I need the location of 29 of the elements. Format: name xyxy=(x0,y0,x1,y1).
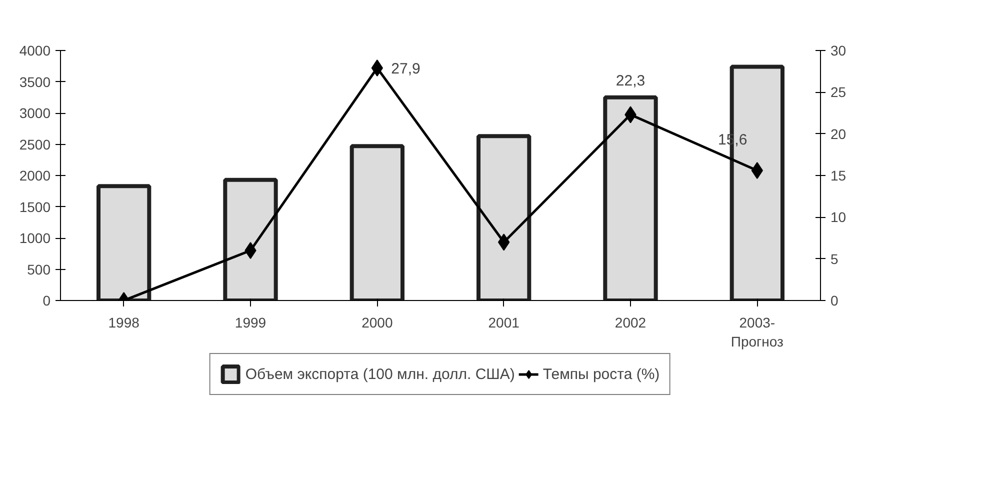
x-tick-label: 1998 xyxy=(108,314,140,330)
x-tick-label: 2000 xyxy=(362,314,393,330)
y2-tick-label: 10 xyxy=(830,209,846,226)
data-label: 27,9 xyxy=(391,60,420,78)
y-tick-label: 3500 xyxy=(19,74,51,90)
x-tick-label: 2003- Прогноз xyxy=(730,314,784,350)
x-tick-label: 1999 xyxy=(234,314,266,330)
y-tick-label: 1000 xyxy=(19,230,51,246)
legend-label: Объем экспорта (100 млн. долл. США) xyxy=(245,366,515,382)
legend-label: Темпы роста (%) xyxy=(542,366,660,382)
y-tick-label: 1500 xyxy=(19,198,51,215)
y2-tick-label: 15 xyxy=(830,168,846,184)
y-tick-label: 2000 xyxy=(19,168,51,184)
y-tick-label: 500 xyxy=(27,261,51,278)
point xyxy=(751,162,763,179)
data-label: 22,3 xyxy=(616,72,646,90)
y-tick-label: 2500 xyxy=(19,136,51,152)
x-tick-label: 2002 xyxy=(614,314,646,330)
y2-tick-label: 25 xyxy=(830,84,846,100)
y-tick-label: 4000 xyxy=(19,42,51,58)
point xyxy=(371,60,383,76)
y2-tick-label: 30 xyxy=(830,42,846,58)
point xyxy=(244,242,256,259)
y2-tick-label: 0 xyxy=(830,292,838,308)
y-tick-label: 3000 xyxy=(19,105,51,121)
x-tick-label: 2001 xyxy=(488,314,520,330)
y2-tick-label: 20 xyxy=(830,126,846,142)
y2-tick-label: 5 xyxy=(830,250,838,267)
y-tick-label: 0 xyxy=(42,292,51,308)
